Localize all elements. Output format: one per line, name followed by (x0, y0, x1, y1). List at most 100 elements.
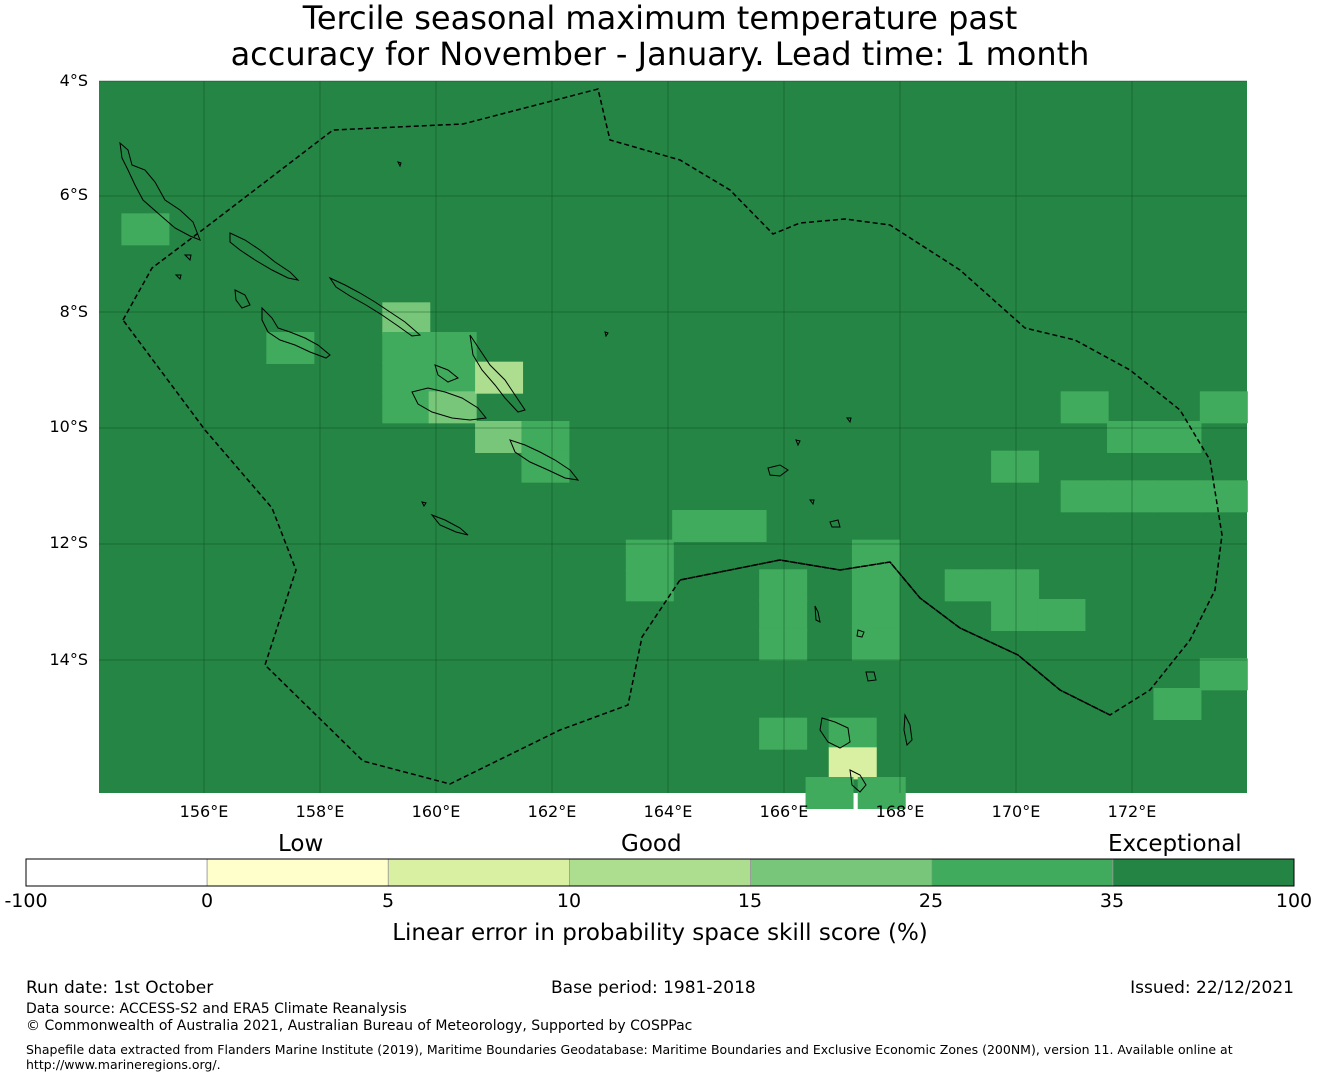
lat-label-8s: 8°S (59, 302, 88, 321)
data-source: Data source: ACCESS-S2 and ERA5 Climate … (26, 1001, 407, 1017)
base-period: Base period: 1981-2018 (551, 978, 756, 998)
skill-cell (121, 213, 170, 246)
colorbar-segment (750, 858, 933, 887)
santa-isabel-island (328, 276, 422, 337)
duff-islet (795, 439, 801, 447)
lat-label-12s: 12°S (49, 533, 88, 552)
skill-cell (1060, 480, 1109, 513)
lat-label-4s: 4°S (59, 71, 88, 90)
lat-label-10s: 10°S (49, 417, 88, 436)
legend-tick-10: 10 (556, 890, 582, 912)
skill-cell (475, 421, 524, 453)
map-background (99, 81, 1247, 793)
map-title-line-2: accuracy for November - January. Lead ti… (230, 35, 1090, 73)
skill-cell (475, 361, 524, 394)
skill-cell (1060, 391, 1109, 424)
skill-cell (857, 777, 906, 809)
skill-cell (428, 361, 477, 394)
lon-label-172e: 172°E (1107, 802, 1157, 821)
skill-cell (672, 510, 721, 542)
colorbar-segment (569, 858, 751, 887)
skill-cell (991, 450, 1040, 483)
skill-cell (991, 569, 1040, 602)
gaua-island (865, 671, 877, 682)
lon-label-166e: 166°E (759, 802, 809, 821)
colorbar-segment (931, 858, 1114, 887)
legend-tick-minus100: -100 (4, 890, 48, 912)
skill-cell (805, 777, 854, 809)
skill-cell (759, 717, 808, 750)
lon-label-170e: 170°E (991, 802, 1041, 821)
shortland-islet (183, 254, 192, 262)
vanuatu-eez-boundary (679, 559, 1111, 716)
skill-cell (521, 421, 570, 453)
gridlines (99, 80, 1247, 793)
legend-word-good: Good (621, 831, 682, 857)
lat-label-14s: 14°S (49, 650, 88, 669)
makira-island (509, 439, 580, 481)
bellona-islet (421, 501, 427, 507)
vanikoro-island (829, 519, 841, 528)
lon-label-162e: 162°E (527, 802, 577, 821)
coastlines (119, 141, 913, 793)
maewo-island (903, 713, 913, 747)
colorbar-segment (1112, 858, 1295, 887)
santa-cruz-island (767, 464, 789, 477)
map-title-line-1: Tercile seasonal maximum temperature pas… (302, 0, 1018, 37)
choiseul-island (229, 232, 300, 281)
legend-tick-5: 5 (381, 890, 395, 912)
run-date: Run date: 1st October (26, 978, 214, 998)
skill-cell (828, 747, 877, 780)
skill-cell (625, 539, 674, 572)
legend-tick-0: 0 (200, 890, 214, 912)
espiritu-santo-island (819, 717, 851, 749)
tikopia-islet (809, 499, 815, 506)
skill-cell (625, 569, 674, 602)
skill-cell (382, 332, 431, 364)
skill-cell (1153, 480, 1202, 513)
malaita-island (469, 334, 526, 413)
skill-cell (382, 361, 431, 394)
skill-cell (718, 510, 767, 542)
skill-cell (1199, 391, 1248, 424)
colorbar-label: Linear error in probability space skill … (392, 920, 928, 946)
lat-label-6s: 6°S (59, 185, 88, 204)
shapefile-credit-line-2: http://www.marineregions.org/. (26, 1057, 221, 1072)
skill-cell (759, 599, 808, 631)
skill-cell (521, 450, 570, 483)
rennell-island (430, 513, 469, 536)
lon-label-158e: 158°E (295, 802, 345, 821)
legend-tick-25: 25 (918, 890, 944, 912)
skill-cell (382, 302, 431, 335)
skill-cell (1199, 480, 1248, 513)
colorbar-segment (387, 858, 570, 887)
skill-cell (944, 569, 993, 602)
shapefile-credit-line-1: Shapefile data extracted from Flanders M… (26, 1042, 1233, 1057)
eez-boundaries (122, 88, 1223, 785)
legend-word-low: Low (278, 831, 324, 857)
skill-cell (851, 599, 900, 631)
colorbar-segment (206, 858, 389, 887)
vanua-lava-island (856, 629, 865, 638)
colorbar-segment (25, 858, 208, 887)
lon-label-156e: 156°E (179, 802, 229, 821)
skill-cell (428, 332, 477, 364)
skill-cell (851, 628, 900, 661)
copyright-notice: © Commonwealth of Australia 2021, Austra… (26, 1018, 693, 1034)
torres-islands (814, 605, 821, 623)
skill-cell (382, 391, 431, 424)
map-title: Tercile seasonal maximum temperature pas… (0, 0, 1320, 72)
skill-cell (851, 569, 900, 602)
skill-cell (1153, 688, 1202, 720)
lon-label-160e: 160°E (411, 802, 461, 821)
legend-tick-35: 35 (1099, 890, 1125, 912)
florida-islands (434, 364, 459, 383)
skill-cell (991, 599, 1040, 631)
colorbar-frame (25, 858, 1295, 887)
legend-word-exceptional: Exceptional (1108, 831, 1242, 857)
treasury-islet (174, 274, 182, 280)
skill-cell (1199, 658, 1248, 691)
skill-cell (1107, 421, 1156, 453)
legend-tick-15: 15 (737, 890, 763, 912)
